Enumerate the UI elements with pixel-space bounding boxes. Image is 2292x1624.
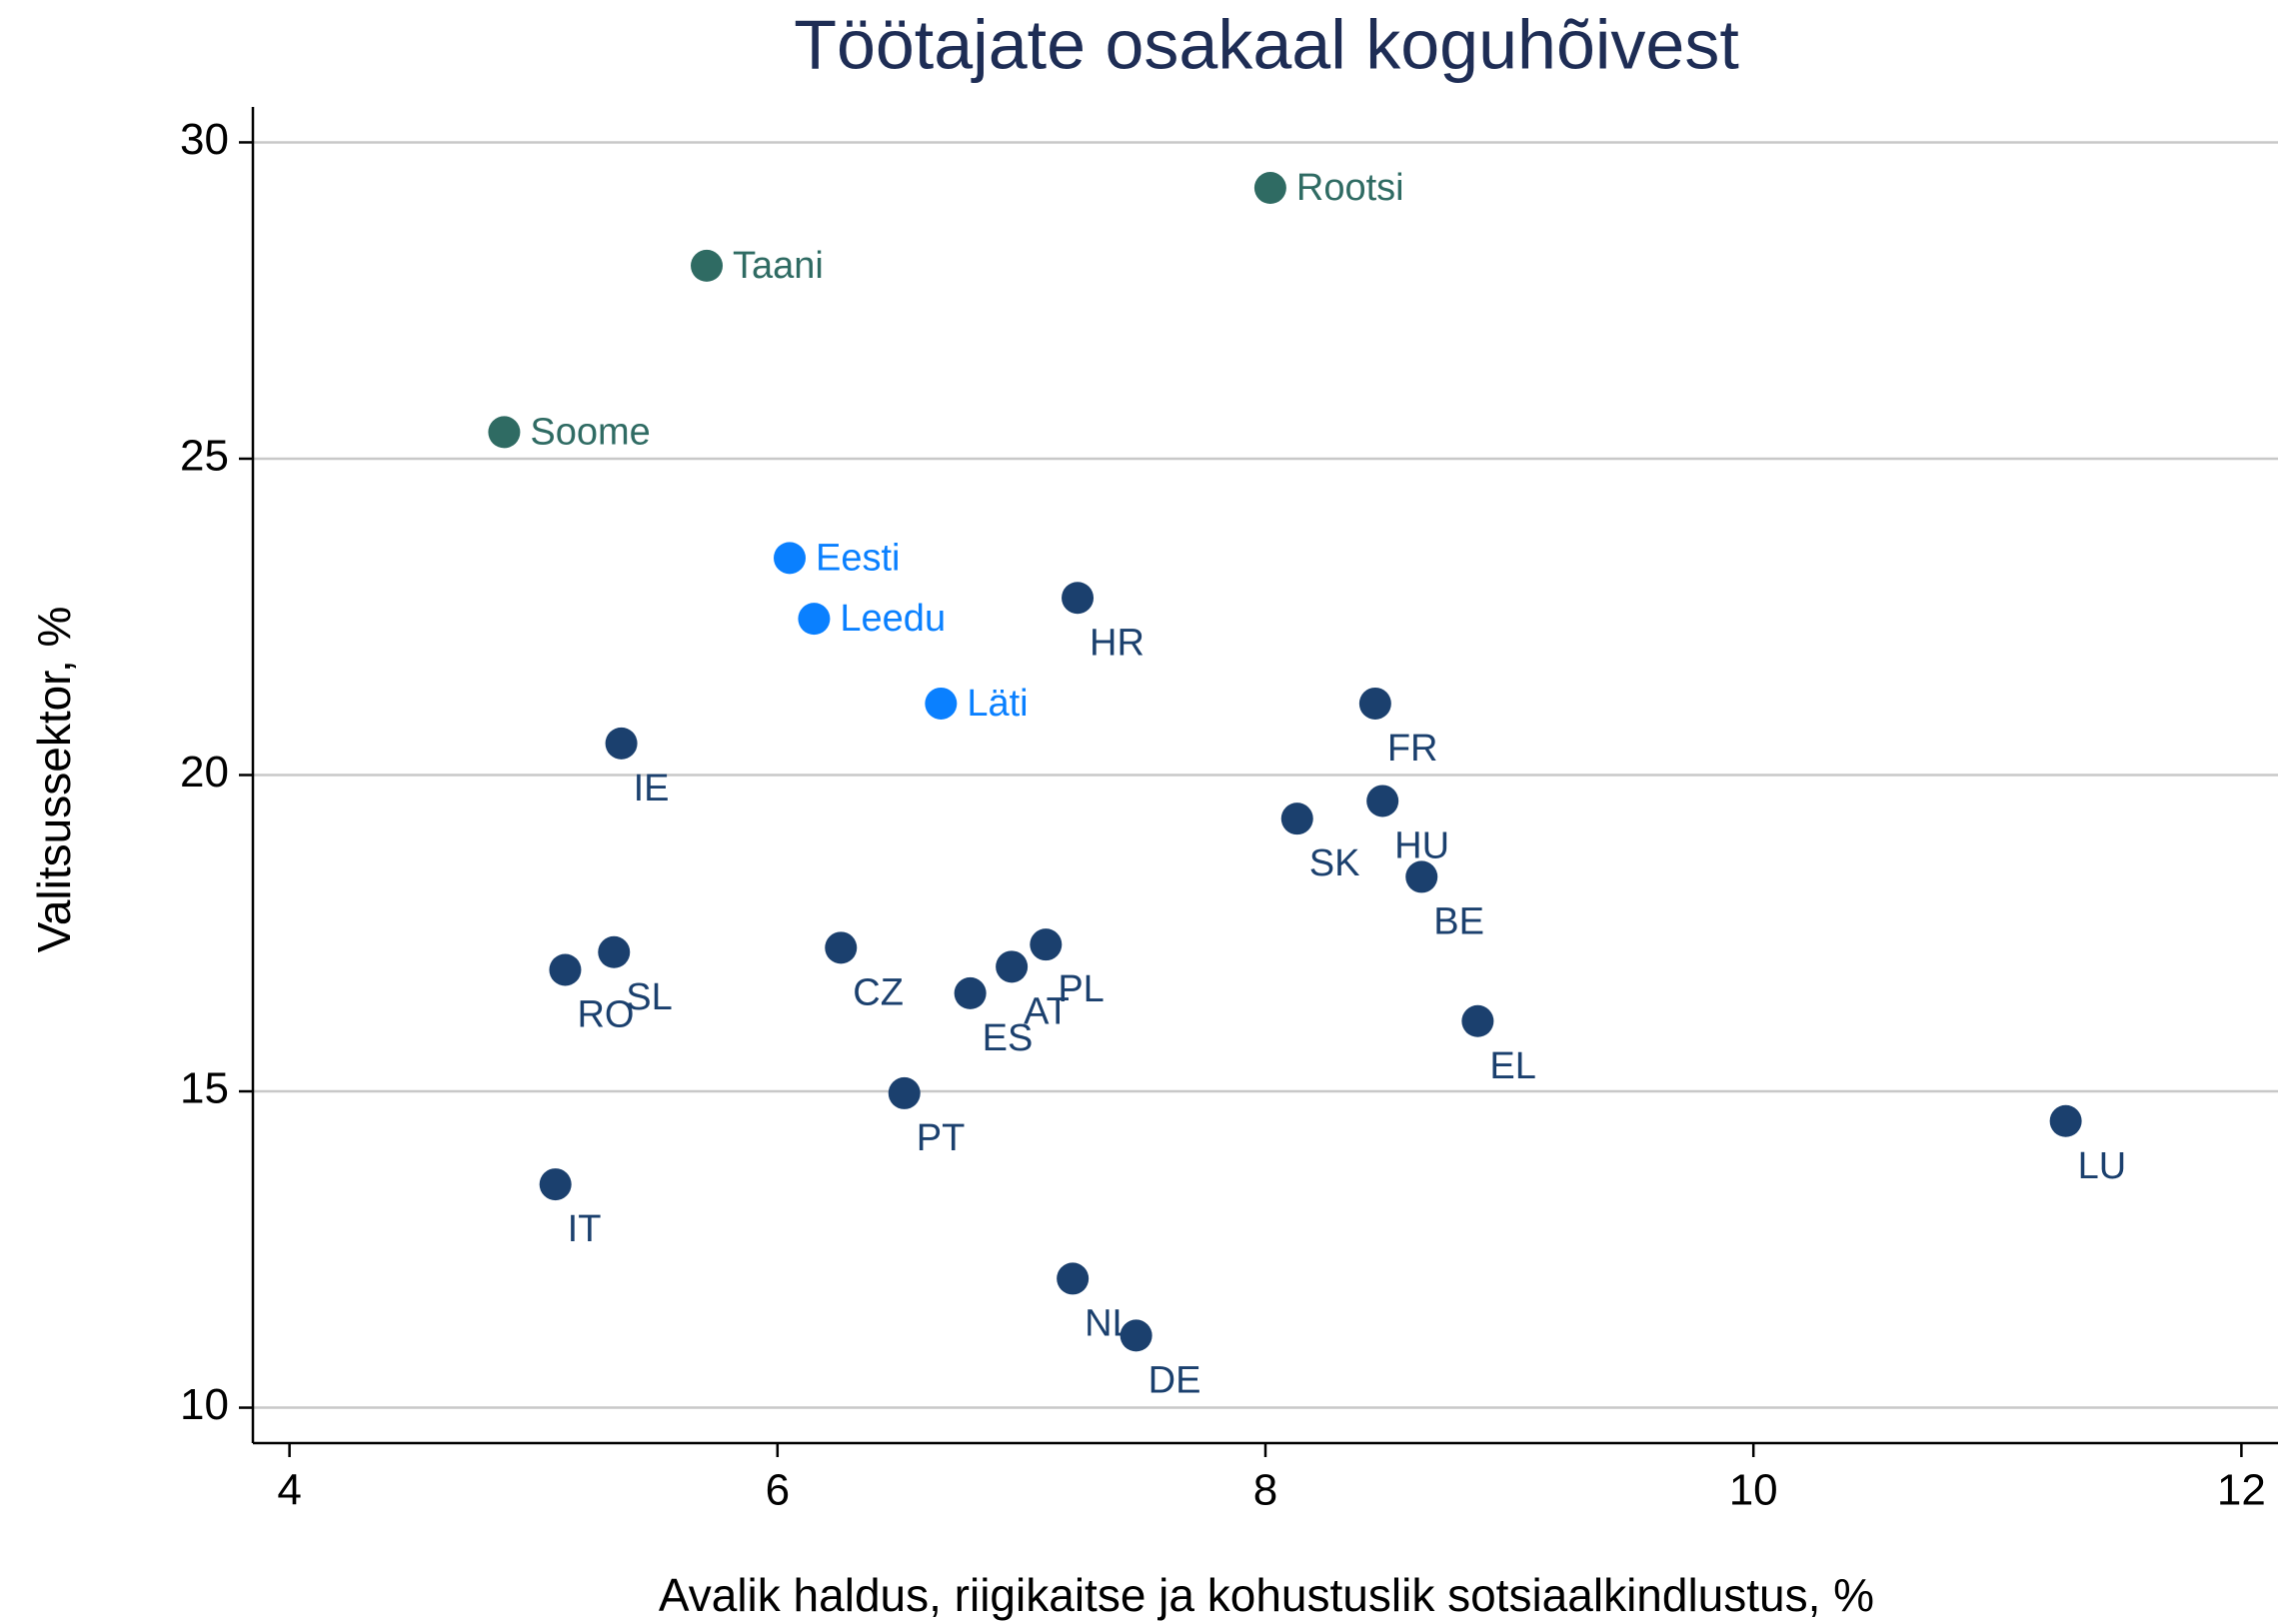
point <box>925 687 958 720</box>
point <box>598 935 631 968</box>
point-label: HR <box>1090 622 1145 664</box>
point-label: LU <box>2078 1145 2127 1187</box>
chart-title: Töötajate osakaal koguhõivest <box>794 5 1739 83</box>
point <box>1030 928 1063 961</box>
point <box>1405 860 1438 893</box>
point <box>996 950 1029 983</box>
x-tick-label: 12 <box>2217 1466 2266 1515</box>
point <box>954 976 987 1009</box>
point-label: ES <box>983 1017 1034 1059</box>
point-label: Leedu <box>840 598 946 640</box>
point-label: PT <box>917 1117 966 1159</box>
point <box>2049 1104 2082 1137</box>
point-label: Rootsi <box>1296 167 1404 209</box>
point <box>605 727 638 760</box>
point-label: CZ <box>853 971 904 1013</box>
x-tick-label: 10 <box>1729 1466 1778 1515</box>
point <box>1120 1319 1152 1352</box>
x-tick-label: 8 <box>1253 1466 1277 1515</box>
point <box>549 953 582 986</box>
point <box>539 1168 572 1201</box>
y-tick-label: 15 <box>180 1064 229 1113</box>
point <box>1366 785 1399 817</box>
y-tick-label: 20 <box>180 748 229 797</box>
point-label: RO <box>577 994 634 1036</box>
x-tick-label: 6 <box>766 1466 790 1515</box>
point <box>774 542 807 575</box>
y-tick-label: 30 <box>180 115 229 164</box>
point-label: Eesti <box>816 537 900 579</box>
point-label: DE <box>1148 1359 1201 1401</box>
point <box>691 249 724 282</box>
point <box>1358 687 1391 720</box>
point <box>1461 1004 1494 1037</box>
point-label: SK <box>1309 842 1360 884</box>
point <box>825 931 858 964</box>
point <box>1062 582 1095 615</box>
point-label: HU <box>1394 824 1449 866</box>
point-label: PL <box>1058 968 1104 1010</box>
point <box>798 603 831 636</box>
point-label: IE <box>634 768 670 810</box>
point <box>488 416 521 449</box>
x-axis-label: Avalik haldus, riigikaitse ja kohustusli… <box>659 1569 1874 1621</box>
point-label: Soome <box>530 411 650 453</box>
point-label: Taani <box>733 245 824 287</box>
y-tick-label: 10 <box>180 1380 229 1429</box>
point-label: EL <box>1489 1045 1535 1087</box>
point-label: SL <box>626 976 672 1018</box>
point-label: Läti <box>967 683 1028 725</box>
point-label: BE <box>1433 900 1484 942</box>
point-label: AT <box>1024 990 1070 1032</box>
x-tick-label: 4 <box>277 1466 301 1515</box>
point <box>1253 172 1286 205</box>
point <box>888 1076 921 1109</box>
y-tick-label: 25 <box>180 432 229 481</box>
y-axis-label: Valitsussektor, % <box>28 607 80 953</box>
point <box>1280 803 1313 835</box>
point-label: IT <box>568 1208 602 1250</box>
point-label: FR <box>1387 728 1438 770</box>
point <box>1057 1262 1090 1295</box>
